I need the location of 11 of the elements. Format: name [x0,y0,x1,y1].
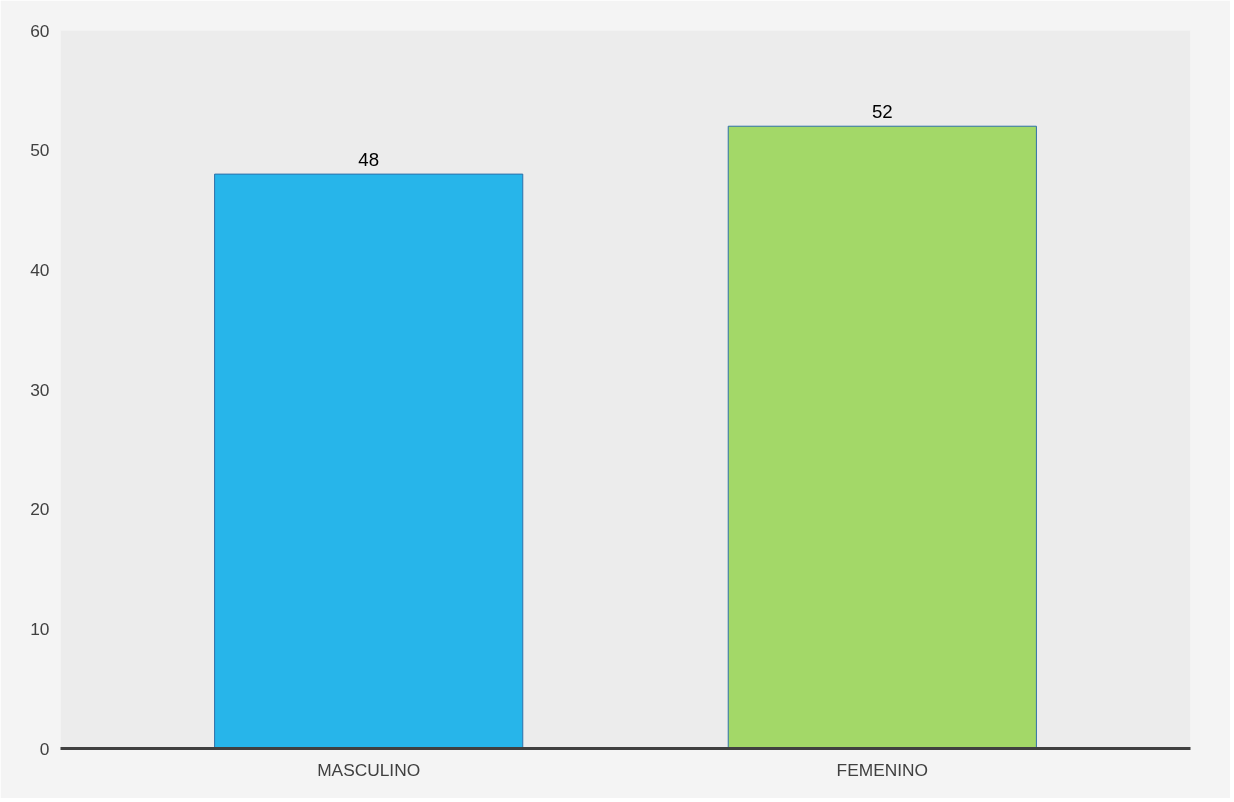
data-label: 48 [358,149,380,171]
y-tick-label: 0 [39,738,50,759]
y-tick-label: 40 [30,259,50,280]
y-tick-label: 10 [30,618,50,639]
y-tick-label: 20 [30,499,50,520]
y-tick-label: 50 [30,140,50,161]
data-label: 52 [871,101,893,123]
x-tick-label: MASCULINO [317,759,421,780]
x-tick-label: FEMENINO [836,759,929,780]
y-tick-label: 30 [30,379,50,400]
y-tick-label: 60 [30,20,50,41]
